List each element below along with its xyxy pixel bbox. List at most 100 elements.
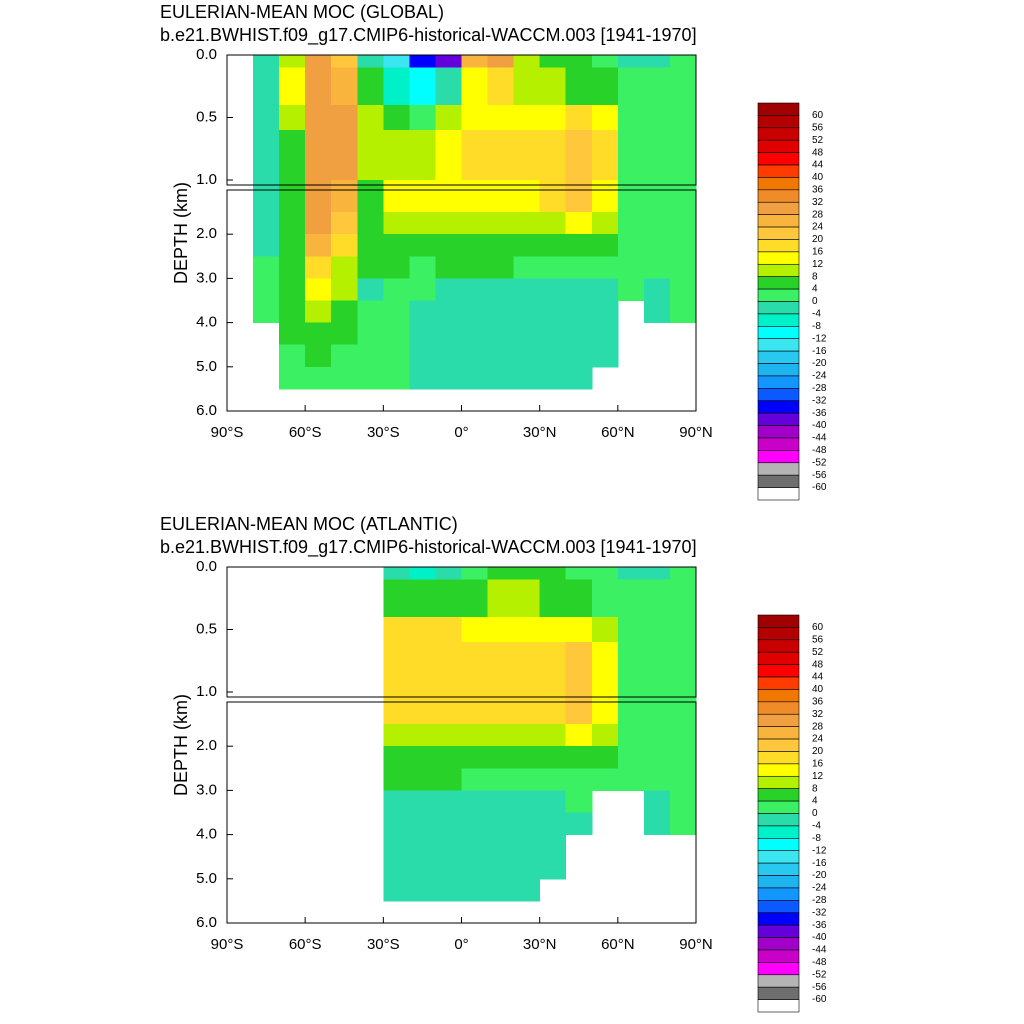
contour-cell: [357, 344, 384, 368]
chart-title: EULERIAN-MEAN MOC (ATLANTIC): [160, 514, 458, 534]
contour-cell: [357, 67, 384, 106]
contour-cell: [409, 724, 436, 747]
x-tick-label: 90°N: [679, 936, 713, 953]
contour-cell: [461, 256, 489, 279]
colorbar-label: 48: [812, 659, 824, 670]
contour-cell: [669, 567, 697, 580]
contour-cell: [253, 300, 280, 324]
contour-cell: [331, 278, 358, 301]
colorbar-box: [757, 388, 800, 402]
contour-cell: [643, 567, 671, 580]
contour-cell: [461, 834, 489, 858]
y-tick-label: 5.0: [196, 358, 217, 375]
contour-cell: [253, 278, 280, 301]
contour-cell: [669, 790, 697, 813]
colorbar-label: -8: [812, 833, 821, 844]
colorbar-box: [757, 301, 800, 315]
contour-cell: [461, 67, 489, 106]
contour-cell: [669, 130, 697, 186]
colorbar-label: 28: [812, 721, 824, 732]
contour-cell: [383, 746, 410, 769]
x-tick-label: 30°N: [523, 936, 557, 953]
colorbar-box: [757, 425, 800, 439]
contour-cell: [383, 278, 410, 301]
contour-cell: [409, 212, 436, 235]
contour-cell: [487, 834, 515, 858]
colorbar-label: -8: [812, 321, 821, 332]
contour-cell: [643, 724, 671, 747]
colorbar-label: 40: [812, 172, 824, 183]
contour-cell: [643, 300, 671, 324]
contour-cell: [487, 579, 515, 618]
colorbar-box: [757, 251, 800, 265]
contour-cell: [487, 212, 515, 235]
contour-cell: [435, 724, 462, 747]
contour-cell: [409, 878, 436, 902]
y-tick-label: 2.0: [196, 225, 217, 242]
contour-cell: [383, 579, 410, 618]
contour-cell: [617, 567, 645, 580]
contour-cell: [435, 344, 462, 368]
y-tick-label: 1.0: [196, 683, 217, 700]
colorbar-box: [757, 838, 800, 852]
colorbar-box: [757, 474, 800, 488]
y-tick-label: 6.0: [196, 402, 217, 419]
colorbar-label: -28: [812, 383, 827, 394]
contour-cell: [461, 768, 489, 791]
contour-cell: [383, 642, 410, 698]
contour-cell: [461, 812, 489, 836]
colorbar-label: 52: [812, 647, 824, 658]
contour-cell: [357, 322, 384, 346]
contour-cell: [565, 746, 593, 769]
contour-cell: [487, 724, 515, 747]
y-tick-label: 0.5: [196, 620, 217, 637]
y-tick-label: 3.0: [196, 269, 217, 286]
contour-cell: [383, 366, 410, 390]
x-tick-label: 60°S: [289, 936, 322, 953]
contour-cell: [669, 724, 697, 747]
y-axis-label: DEPTH (km): [171, 694, 191, 796]
contour-cell: [617, 256, 645, 279]
colorbar-label: -20: [812, 358, 827, 369]
colorbar-box: [757, 226, 800, 240]
contour-cell: [409, 234, 436, 257]
chart-subtitle: b.e21.BWHIST.f09_g17.CMIP6-historical-WA…: [160, 25, 697, 46]
contour-cell: [617, 617, 645, 643]
contour-cell: [383, 300, 410, 324]
contour-cell: [539, 130, 567, 186]
colorbar-box: [757, 763, 800, 777]
colorbar-box: [757, 751, 800, 765]
x-tick-label: 0°: [454, 936, 468, 953]
contour-cell: [435, 55, 462, 68]
contour-cell: [331, 344, 358, 368]
contour-cell: [331, 322, 358, 346]
contour-cell: [435, 278, 462, 301]
colorbar-label: 32: [812, 709, 824, 720]
colorbar-label: 60: [812, 110, 824, 121]
contour-cell: [643, 105, 671, 131]
contour-cell: [565, 212, 593, 235]
contour-cell: [305, 234, 332, 257]
contour-cell: [617, 278, 645, 301]
contour-cell: [539, 344, 567, 368]
contour-cell: [513, 212, 541, 235]
contour-cell: [669, 55, 697, 68]
contour-cell: [383, 67, 410, 106]
colorbar-label: 24: [812, 734, 824, 745]
contour-cell: [383, 344, 410, 368]
contour-cell: [461, 878, 489, 902]
y-axis-label: DEPTH (km): [171, 182, 191, 284]
y-tick-label: 3.0: [196, 781, 217, 798]
colorbar-label: -20: [812, 870, 827, 881]
contour-cell: [669, 746, 697, 769]
contour-cell: [565, 278, 593, 301]
colorbar-box: [757, 276, 800, 290]
contour-cell: [435, 256, 462, 279]
contour-cell: [487, 878, 515, 902]
contour-cell: [383, 130, 410, 186]
x-tick-label: 0°: [454, 424, 468, 441]
contour-cell: [669, 212, 697, 235]
contour-cell: [435, 579, 462, 618]
contour-cell: [669, 105, 697, 131]
contour-cell: [591, 234, 619, 257]
